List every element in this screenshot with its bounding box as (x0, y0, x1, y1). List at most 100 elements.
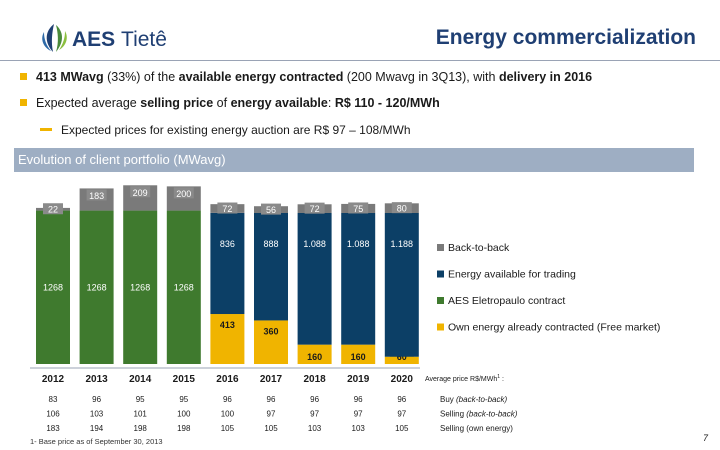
data-label: 1268 (87, 282, 107, 292)
price-cell: 100 (221, 410, 235, 419)
legend-swatch (437, 297, 444, 304)
data-label: 360 (263, 326, 278, 336)
sub-bullet-auction-prices: Expected prices for existing energy auct… (40, 123, 411, 137)
caption-suffix: : (500, 376, 504, 383)
bullet-contracted: 413 MWavg (33%) of the available energy … (20, 70, 700, 84)
bar-segment (123, 210, 158, 364)
price-cell: 95 (179, 395, 188, 404)
data-label: 836 (220, 239, 235, 249)
data-label: 72 (222, 204, 232, 214)
price-cell: 105 (221, 424, 235, 433)
price-cell: 96 (267, 395, 276, 404)
data-label: 1.188 (391, 239, 414, 249)
price-cell: 96 (397, 395, 406, 404)
price-cell: 96 (354, 395, 363, 404)
back-to-back-label-box (43, 203, 63, 215)
price-cell: 97 (397, 410, 406, 419)
back-to-back-label-box (217, 202, 238, 214)
price-cell: 97 (354, 410, 363, 419)
price-cell: 105 (264, 424, 278, 433)
data-label: 1268 (43, 282, 63, 292)
price-cell: 97 (267, 410, 276, 419)
price-cell: 183 (46, 424, 60, 433)
data-label: 60 (397, 352, 407, 362)
row-label-italic: (back-to-back) (466, 410, 517, 419)
x-tick-label: 2018 (303, 374, 326, 385)
price-cell: 83 (49, 395, 58, 404)
row-label-italic: (back-to-back) (456, 395, 507, 404)
leaf-logo-icon (42, 24, 67, 52)
price-row-label: Buy (back-to-back) (440, 395, 507, 404)
back-to-back-label-box (304, 202, 325, 214)
bar-segment (166, 210, 201, 364)
logo-text: AES Tietê (72, 28, 167, 51)
legend-swatch (437, 323, 444, 331)
back-to-back-label-box (348, 202, 369, 214)
bullet-selling-price: Expected average selling price of energy… (20, 96, 700, 110)
row-label-text: Selling (440, 410, 466, 419)
price-cell: 103 (352, 424, 366, 433)
back-to-back-label-box (391, 202, 412, 214)
footnote: 1- Base price as of September 30, 2013 (30, 437, 163, 446)
x-tick-label: 2019 (347, 374, 370, 385)
price-cell: 96 (310, 395, 319, 404)
bar-segment (210, 212, 245, 315)
data-label: 209 (133, 188, 148, 198)
legend-swatch (437, 270, 444, 278)
legend-entry: Energy available for trading (448, 269, 576, 281)
dash-bullet-icon (40, 128, 52, 131)
data-label: 1.088 (303, 239, 326, 249)
back-to-back-label-box (261, 203, 281, 215)
x-tick-label: 2020 (391, 374, 414, 385)
data-label: 183 (89, 191, 104, 201)
bar-segment (36, 210, 70, 364)
data-label: 1268 (174, 282, 194, 292)
legend-entry: Back-to-back (448, 242, 510, 254)
bar-segment (254, 212, 288, 321)
price-cell: 95 (136, 395, 145, 404)
price-cell: 194 (90, 424, 104, 433)
price-cell: 101 (134, 410, 148, 419)
bullet-square-icon (20, 99, 27, 106)
data-label: 1268 (130, 282, 150, 292)
bar-segment (210, 314, 245, 364)
own-energy-label-box (346, 350, 371, 362)
data-label: 160 (351, 352, 366, 362)
price-cell: 96 (92, 395, 101, 404)
bar-segment (384, 212, 419, 357)
legend-entry: AES Eletropaulo contract (448, 295, 565, 307)
price-cell: 105 (395, 424, 409, 433)
data-label: 413 (220, 320, 235, 330)
row-label-text: Buy (440, 395, 456, 404)
price-cell: 106 (46, 410, 60, 419)
x-tick-label: 2014 (129, 374, 152, 385)
caption-superscript: 1 (497, 374, 500, 380)
data-label: 56 (266, 205, 276, 215)
data-label: 72 (310, 204, 320, 214)
data-label: 80 (397, 204, 407, 214)
header-divider (0, 60, 720, 61)
page-title: Energy commercialization (435, 26, 696, 49)
chart-banner: Evolution of client portfolio (MWavg) (14, 148, 694, 172)
x-tick-label: 2015 (173, 374, 196, 385)
caption-text: Average price R$/MWh (425, 376, 497, 383)
price-cell: 198 (134, 424, 148, 433)
price-table-caption: Average price R$/MWh1 : (425, 374, 504, 383)
legend-swatch (437, 244, 444, 251)
x-tick-label: 2017 (260, 374, 283, 385)
price-cell: 100 (177, 410, 191, 419)
x-tick-label: 2012 (42, 374, 65, 385)
own-energy-label-box (302, 350, 327, 362)
price-row-label: Selling (own energy) (440, 424, 513, 433)
price-row-label: Selling (back-to-back) (440, 410, 518, 419)
page-number: 7 (703, 433, 709, 443)
x-tick-label: 2013 (85, 374, 108, 385)
price-cell: 103 (90, 410, 104, 419)
row-label-text: Selling (own energy) (440, 424, 513, 433)
bar-segment (79, 210, 114, 364)
x-tick-label: 2016 (216, 374, 239, 385)
price-cell: 198 (177, 424, 191, 433)
price-cell: 96 (223, 395, 232, 404)
back-to-back-label-box (130, 186, 151, 198)
